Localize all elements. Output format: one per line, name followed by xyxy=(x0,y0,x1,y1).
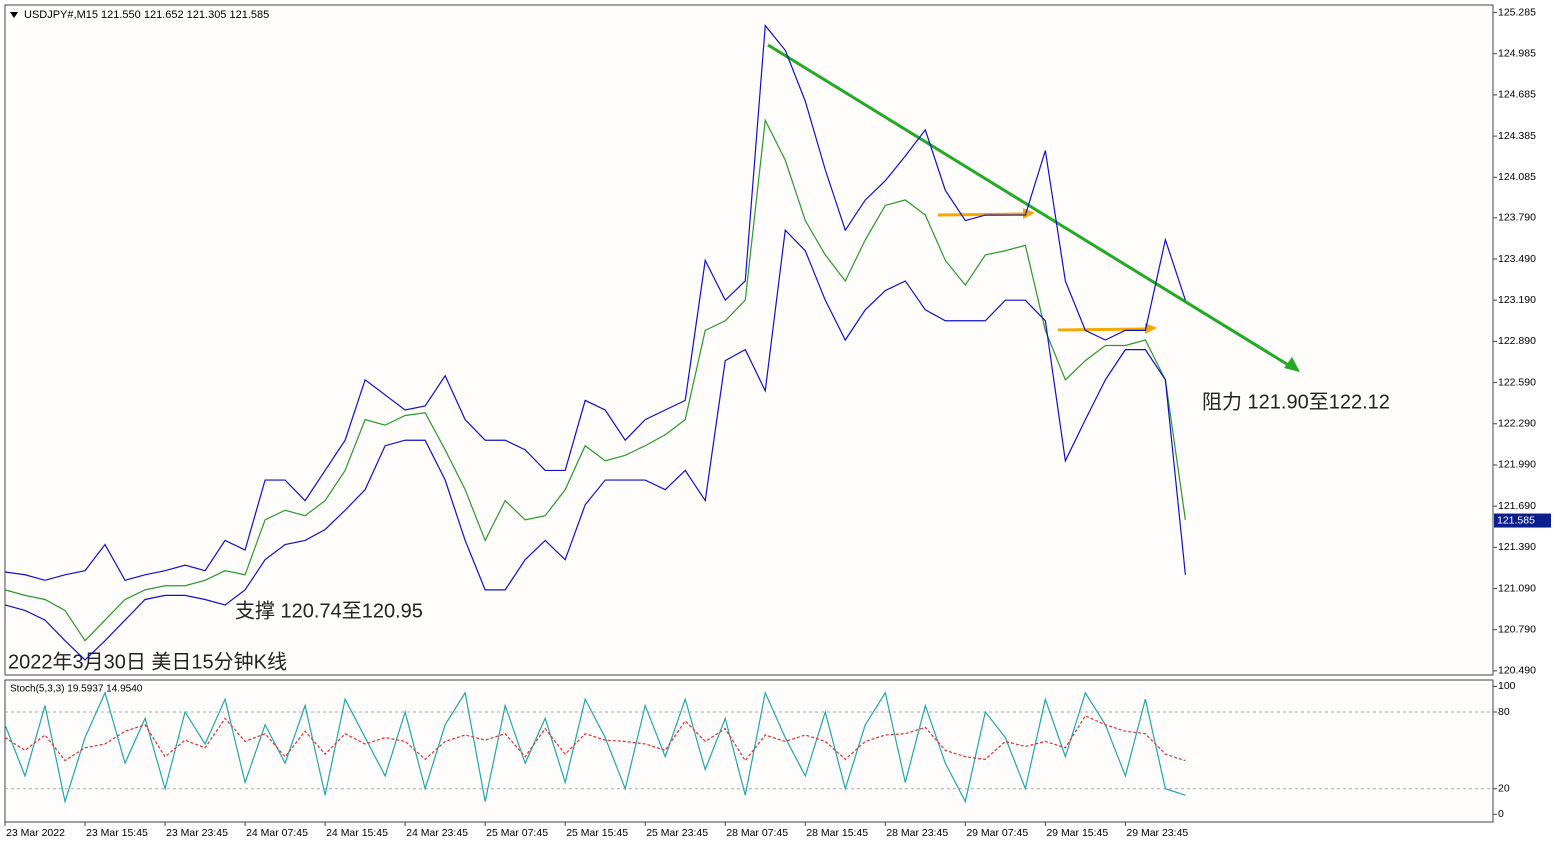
y-tick-label: 123.190 xyxy=(1498,294,1536,306)
level-arrow xyxy=(937,212,1026,217)
y-tick-label: 121.090 xyxy=(1498,582,1536,594)
x-tick-label: 24 Mar 15:45 xyxy=(326,827,388,839)
y-tick-label: 120.490 xyxy=(1498,665,1536,677)
y-tick-label: 20 xyxy=(1498,783,1510,795)
level-arrow-head xyxy=(1023,208,1035,219)
series-line xyxy=(4,118,1186,642)
annotation: 2022年3月30日 美日15分钟K线 xyxy=(8,650,287,673)
x-tick-label: 23 Mar 15:45 xyxy=(86,827,148,839)
x-tick-label: 25 Mar 23:45 xyxy=(646,827,708,839)
y-tick-label: 124.085 xyxy=(1498,171,1536,183)
level-arrow xyxy=(1057,327,1148,332)
current-price-label: 121.585 xyxy=(1497,514,1535,526)
stoch-panel xyxy=(4,679,1494,823)
y-tick-label: 124.985 xyxy=(1498,48,1536,60)
y-tick-label: 122.890 xyxy=(1498,335,1536,347)
level-arrow-head xyxy=(1145,323,1157,334)
y-tick-label: 124.685 xyxy=(1498,89,1536,101)
x-tick-label: 28 Mar 15:45 xyxy=(806,827,868,839)
x-tick-label: 29 Mar 23:45 xyxy=(1126,827,1188,839)
chart-title: USDJPY#,M15 121.550 121.652 121.305 121.… xyxy=(24,9,269,21)
trend-arrow xyxy=(1284,357,1300,372)
x-tick-label: 24 Mar 07:45 xyxy=(246,827,308,839)
collapse-icon xyxy=(10,12,18,18)
y-tick-label: 0 xyxy=(1498,808,1504,820)
y-tick-label: 80 xyxy=(1498,706,1510,718)
x-tick-label: 29 Mar 15:45 xyxy=(1046,827,1108,839)
x-tick-label: 24 Mar 23:45 xyxy=(406,827,468,839)
price-panel xyxy=(4,4,1494,676)
current-price-box xyxy=(1494,513,1551,528)
series-line xyxy=(4,715,1186,762)
y-tick-label: 120.790 xyxy=(1498,623,1536,635)
series-line xyxy=(4,690,1186,804)
x-tick-label: 23 Mar 2022 xyxy=(6,827,65,839)
y-tick-label: 123.790 xyxy=(1498,212,1536,224)
y-tick-label: 100 xyxy=(1498,680,1516,692)
series-line xyxy=(4,24,1186,581)
series-line xyxy=(4,228,1186,661)
x-tick-label: 23 Mar 23:45 xyxy=(166,827,228,839)
y-tick-label: 121.990 xyxy=(1498,459,1536,471)
x-tick-label: 28 Mar 07:45 xyxy=(726,827,788,839)
y-tick-label: 121.690 xyxy=(1498,500,1536,512)
y-tick-label: 125.285 xyxy=(1498,6,1536,18)
y-tick-label: 124.385 xyxy=(1498,130,1536,142)
y-tick-label: 122.290 xyxy=(1498,418,1536,430)
annotation: 支撑 120.74至120.95 xyxy=(235,599,423,622)
annotation: 阻力 121.90至122.12 xyxy=(1202,390,1390,413)
x-tick-label: 28 Mar 23:45 xyxy=(886,827,948,839)
x-tick-label: 29 Mar 07:45 xyxy=(966,827,1028,839)
x-tick-label: 25 Mar 15:45 xyxy=(566,827,628,839)
trend-line xyxy=(767,43,1291,368)
y-tick-label: 122.590 xyxy=(1498,376,1536,388)
stoch-title: Stoch(5,3,3) 19.5937 14.9540 xyxy=(10,684,143,695)
y-tick-label: 121.390 xyxy=(1498,541,1536,553)
x-tick-label: 25 Mar 07:45 xyxy=(486,827,548,839)
y-tick-label: 123.490 xyxy=(1498,253,1536,265)
